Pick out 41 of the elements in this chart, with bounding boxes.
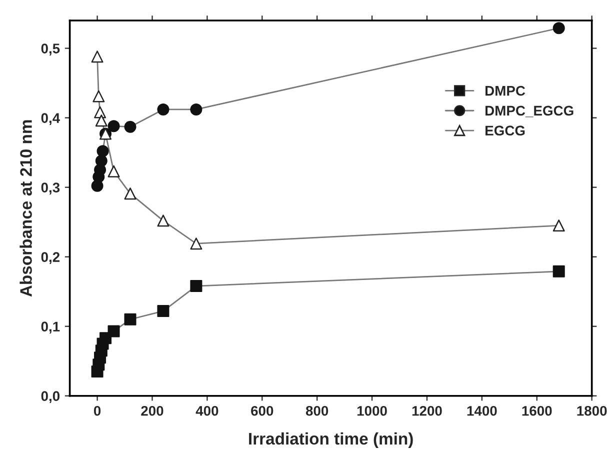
- point: [124, 120, 136, 133]
- point: [108, 120, 120, 132]
- x-tick-label: 1400: [467, 406, 497, 416]
- point: [124, 313, 136, 326]
- x-tick-label: 200: [141, 406, 164, 416]
- y-tick-label: 0,2: [41, 252, 60, 264]
- legend-label: EGCG: [486, 126, 525, 136]
- x-tick-label: 0: [94, 406, 101, 416]
- point: [190, 238, 202, 250]
- y-axis-title: Absorbance at 210 nm: [20, 120, 32, 297]
- x-tick-label: 800: [306, 406, 328, 416]
- point: [95, 154, 108, 167]
- point: [157, 305, 170, 318]
- y-tick-label: 0,3: [41, 182, 60, 194]
- y-tick-label: 0,1: [41, 322, 60, 334]
- point: [108, 325, 120, 338]
- point: [157, 103, 170, 116]
- point: [552, 220, 565, 232]
- point: [92, 90, 105, 102]
- x-tick-label: 600: [251, 406, 274, 416]
- point: [91, 50, 104, 63]
- x-tick-label: 400: [196, 406, 218, 416]
- point: [124, 188, 136, 200]
- x-axis-title: Irradiation time (min): [249, 432, 413, 448]
- y-tick-label: 0,5: [41, 44, 60, 56]
- legend-label: DMPC_EGCG: [486, 106, 574, 118]
- x-tick-label: 1800: [577, 406, 607, 416]
- point: [190, 103, 202, 116]
- point: [108, 165, 120, 178]
- point: [190, 280, 202, 292]
- x-tick-label: 1200: [412, 406, 442, 416]
- x-tick-label: 1600: [522, 406, 552, 416]
- y-tick-label: 0,0: [41, 391, 60, 404]
- legend-label: DMPC: [486, 86, 526, 96]
- y-tick-label: 0,4: [41, 113, 60, 125]
- point: [552, 22, 565, 34]
- point: [96, 145, 109, 158]
- x-tick-label: 1000: [357, 406, 387, 416]
- point: [95, 114, 108, 127]
- point: [552, 265, 565, 278]
- point: [157, 214, 170, 227]
